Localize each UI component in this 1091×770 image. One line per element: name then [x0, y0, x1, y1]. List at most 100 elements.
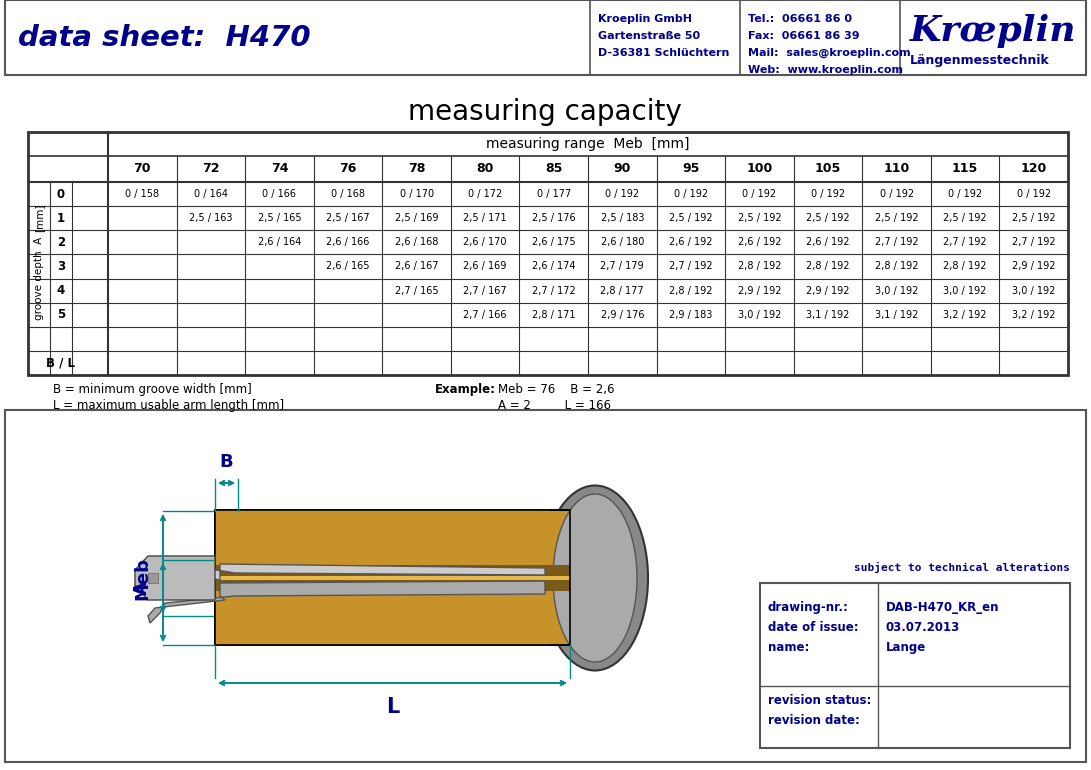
- Text: 2,7 / 165: 2,7 / 165: [395, 286, 439, 296]
- Text: 5: 5: [57, 308, 65, 321]
- Text: 3,0 / 192: 3,0 / 192: [1012, 286, 1055, 296]
- Polygon shape: [148, 581, 546, 623]
- Text: 0 / 192: 0 / 192: [606, 189, 639, 199]
- Text: 0 / 192: 0 / 192: [948, 189, 982, 199]
- Text: measuring range  Meb  [mm]: measuring range Meb [mm]: [487, 137, 690, 151]
- Text: revision date:: revision date:: [768, 714, 860, 727]
- Bar: [5, 0, 1086, 75]
- Text: 2,7 / 192: 2,7 / 192: [875, 237, 919, 247]
- Text: 0 / 192: 0 / 192: [1017, 189, 1051, 199]
- Text: 2,5 / 165: 2,5 / 165: [257, 213, 301, 223]
- Text: 3,0 / 192: 3,0 / 192: [944, 286, 987, 296]
- Text: [mm]: [mm]: [34, 204, 44, 233]
- Text: 2: 2: [57, 236, 65, 249]
- Text: 2,7 / 167: 2,7 / 167: [464, 286, 507, 296]
- Text: 2,7 / 192: 2,7 / 192: [669, 262, 712, 272]
- Text: 2,5 / 171: 2,5 / 171: [464, 213, 507, 223]
- Text: 2,6 / 170: 2,6 / 170: [464, 237, 507, 247]
- Bar: [215, 576, 570, 580]
- Text: 100: 100: [746, 162, 772, 176]
- Text: 0 / 192: 0 / 192: [879, 189, 913, 199]
- Text: 110: 110: [884, 162, 910, 176]
- Text: Mail:  sales@kroeplin.com: Mail: sales@kroeplin.com: [748, 48, 911, 59]
- Text: measuring capacity: measuring capacity: [408, 98, 682, 126]
- Text: 2,5 / 192: 2,5 / 192: [1011, 213, 1055, 223]
- Text: 2,8 / 192: 2,8 / 192: [669, 286, 712, 296]
- Text: 3,1 / 192: 3,1 / 192: [875, 310, 919, 320]
- Text: 3: 3: [57, 260, 65, 273]
- Text: 2,5 / 192: 2,5 / 192: [669, 213, 712, 223]
- Text: 2,5 / 192: 2,5 / 192: [738, 213, 781, 223]
- Bar: [215, 510, 570, 645]
- Text: Kroeplin GmbH: Kroeplin GmbH: [598, 14, 692, 24]
- Text: 0 / 168: 0 / 168: [331, 189, 365, 199]
- Text: 2,5 / 176: 2,5 / 176: [532, 213, 576, 223]
- Text: 2,9 / 192: 2,9 / 192: [738, 286, 781, 296]
- Text: Web:  www.kroeplin.com: Web: www.kroeplin.com: [748, 65, 903, 75]
- Ellipse shape: [542, 486, 648, 671]
- Text: 2,5 / 163: 2,5 / 163: [189, 213, 232, 223]
- Text: 105: 105: [815, 162, 841, 176]
- Text: 1: 1: [57, 212, 65, 225]
- Text: 2,9 / 192: 2,9 / 192: [806, 286, 850, 296]
- Bar: [5, 410, 1086, 762]
- Text: 76: 76: [339, 162, 357, 176]
- Text: A = 2         L = 166: A = 2 L = 166: [497, 399, 611, 412]
- Bar: [28, 132, 1068, 375]
- Text: drawing-nr.:: drawing-nr.:: [768, 601, 849, 614]
- Text: A: A: [133, 581, 151, 595]
- Text: 0 / 170: 0 / 170: [399, 189, 433, 199]
- Text: 3,0 / 192: 3,0 / 192: [875, 286, 919, 296]
- Text: 0 / 158: 0 / 158: [125, 189, 159, 199]
- Text: 2,5 / 192: 2,5 / 192: [875, 213, 919, 223]
- Text: date of issue:: date of issue:: [768, 621, 859, 634]
- Text: 0: 0: [57, 188, 65, 200]
- Text: 2,7 / 192: 2,7 / 192: [944, 237, 987, 247]
- Bar: [215, 576, 550, 580]
- Text: D-36381 Schlüchtern: D-36381 Schlüchtern: [598, 48, 730, 58]
- Text: 2,8 / 192: 2,8 / 192: [738, 262, 781, 272]
- Polygon shape: [145, 560, 546, 580]
- Text: 0 / 192: 0 / 192: [811, 189, 846, 199]
- Text: revision status:: revision status:: [768, 694, 872, 707]
- Text: 0 / 166: 0 / 166: [263, 189, 297, 199]
- Text: 2,6 / 192: 2,6 / 192: [669, 237, 712, 247]
- Text: 0 / 172: 0 / 172: [468, 189, 502, 199]
- Bar: [215, 510, 570, 645]
- Text: 2,7 / 172: 2,7 / 172: [531, 286, 576, 296]
- Text: 74: 74: [271, 162, 288, 176]
- Text: Tel.:  06661 86 0: Tel.: 06661 86 0: [748, 14, 852, 24]
- Text: Meb = 76    B = 2,6: Meb = 76 B = 2,6: [497, 383, 614, 396]
- Text: 3,2 / 192: 3,2 / 192: [944, 310, 987, 320]
- Text: 2,6 / 164: 2,6 / 164: [257, 237, 301, 247]
- Text: 2,8 / 171: 2,8 / 171: [532, 310, 575, 320]
- Text: B / L: B / L: [47, 357, 75, 370]
- Text: 2,8 / 192: 2,8 / 192: [944, 262, 987, 272]
- Text: 2,6 / 175: 2,6 / 175: [532, 237, 576, 247]
- Polygon shape: [135, 556, 215, 600]
- Text: 2,6 / 169: 2,6 / 169: [464, 262, 507, 272]
- Text: 2,5 / 169: 2,5 / 169: [395, 213, 439, 223]
- Text: 95: 95: [682, 162, 699, 176]
- Bar: [760, 583, 1070, 748]
- Text: 0 / 192: 0 / 192: [674, 189, 708, 199]
- Text: 0 / 192: 0 / 192: [742, 189, 777, 199]
- Text: L: L: [386, 697, 399, 717]
- Text: 72: 72: [202, 162, 219, 176]
- Text: Meb: Meb: [133, 557, 151, 600]
- Text: 80: 80: [477, 162, 494, 176]
- Text: 2,6 / 192: 2,6 / 192: [806, 237, 850, 247]
- Text: 2,6 / 174: 2,6 / 174: [532, 262, 575, 272]
- Text: 4: 4: [57, 284, 65, 297]
- Ellipse shape: [553, 494, 637, 662]
- Text: 2,7 / 179: 2,7 / 179: [600, 262, 644, 272]
- Text: groove depth  A: groove depth A: [34, 237, 44, 320]
- Text: Lange: Lange: [886, 641, 926, 654]
- Text: subject to technical alterations: subject to technical alterations: [854, 562, 1070, 573]
- Text: B = minimum groove width [mm]: B = minimum groove width [mm]: [53, 383, 252, 396]
- Text: 2,5 / 192: 2,5 / 192: [806, 213, 850, 223]
- Text: 2,7 / 192: 2,7 / 192: [1011, 237, 1055, 247]
- Text: B: B: [219, 453, 233, 471]
- Text: 2,7 / 166: 2,7 / 166: [464, 310, 507, 320]
- Text: 0 / 164: 0 / 164: [194, 189, 228, 199]
